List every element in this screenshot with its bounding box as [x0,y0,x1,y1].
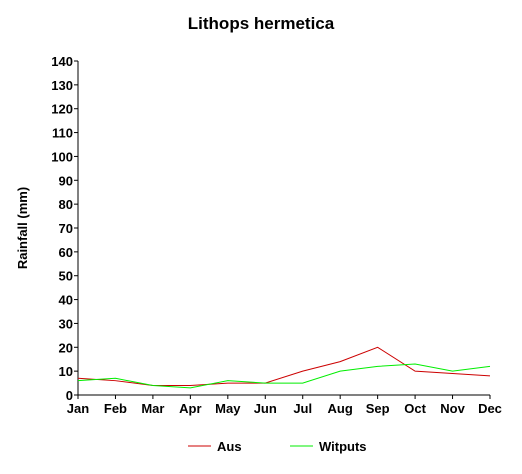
x-axis-ticks: Jan Feb Mar Apr May Jun Jul Aug Sep Oct Nov Dec [67,395,502,416]
y-axis-label: Rainfall (mm) [15,187,30,269]
x-tick-label: Oct [404,401,426,416]
x-tick-label: May [215,401,241,416]
chart-title: Lithops hermetica [188,14,335,33]
x-tick-label: Nov [440,401,465,416]
legend-label-aus: Aus [217,439,242,454]
y-tick-label: 20 [59,340,73,355]
x-tick-label: Jun [254,401,277,416]
x-tick-label: Feb [104,401,127,416]
y-tick-label: 70 [59,221,73,236]
x-tick-label: Aug [328,401,353,416]
y-axis-ticks: 0 10 20 30 40 50 60 70 80 90 100 110 120 130 140 [51,54,78,403]
x-tick-label: Dec [478,401,502,416]
y-tick-label: 110 [52,126,73,141]
y-tick-label: 10 [59,364,73,379]
x-tick-label: Sep [366,401,390,416]
x-tick-label: Mar [141,401,164,416]
x-tick-label: Apr [179,401,201,416]
y-tick-label: 80 [59,197,73,212]
y-tick-label: 100 [51,149,73,164]
y-tick-label: 120 [51,102,73,117]
y-tick-label: 30 [59,316,73,331]
y-tick-label: 130 [51,78,73,93]
y-tick-label: 90 [59,173,73,188]
y-tick-label: 60 [59,245,73,260]
y-tick-label: 40 [59,293,73,308]
y-tick-label: 0 [66,388,73,403]
series-layer [77,346,491,389]
legend-label-witputs: Witputs [319,439,367,454]
y-tick-label: 50 [59,269,73,284]
series-line-witputs [77,363,491,389]
x-tick-label: Jul [293,401,312,416]
legend: Aus Witputs [188,439,367,454]
x-tick-label: Jan [67,401,89,416]
y-tick-label: 140 [51,54,73,69]
